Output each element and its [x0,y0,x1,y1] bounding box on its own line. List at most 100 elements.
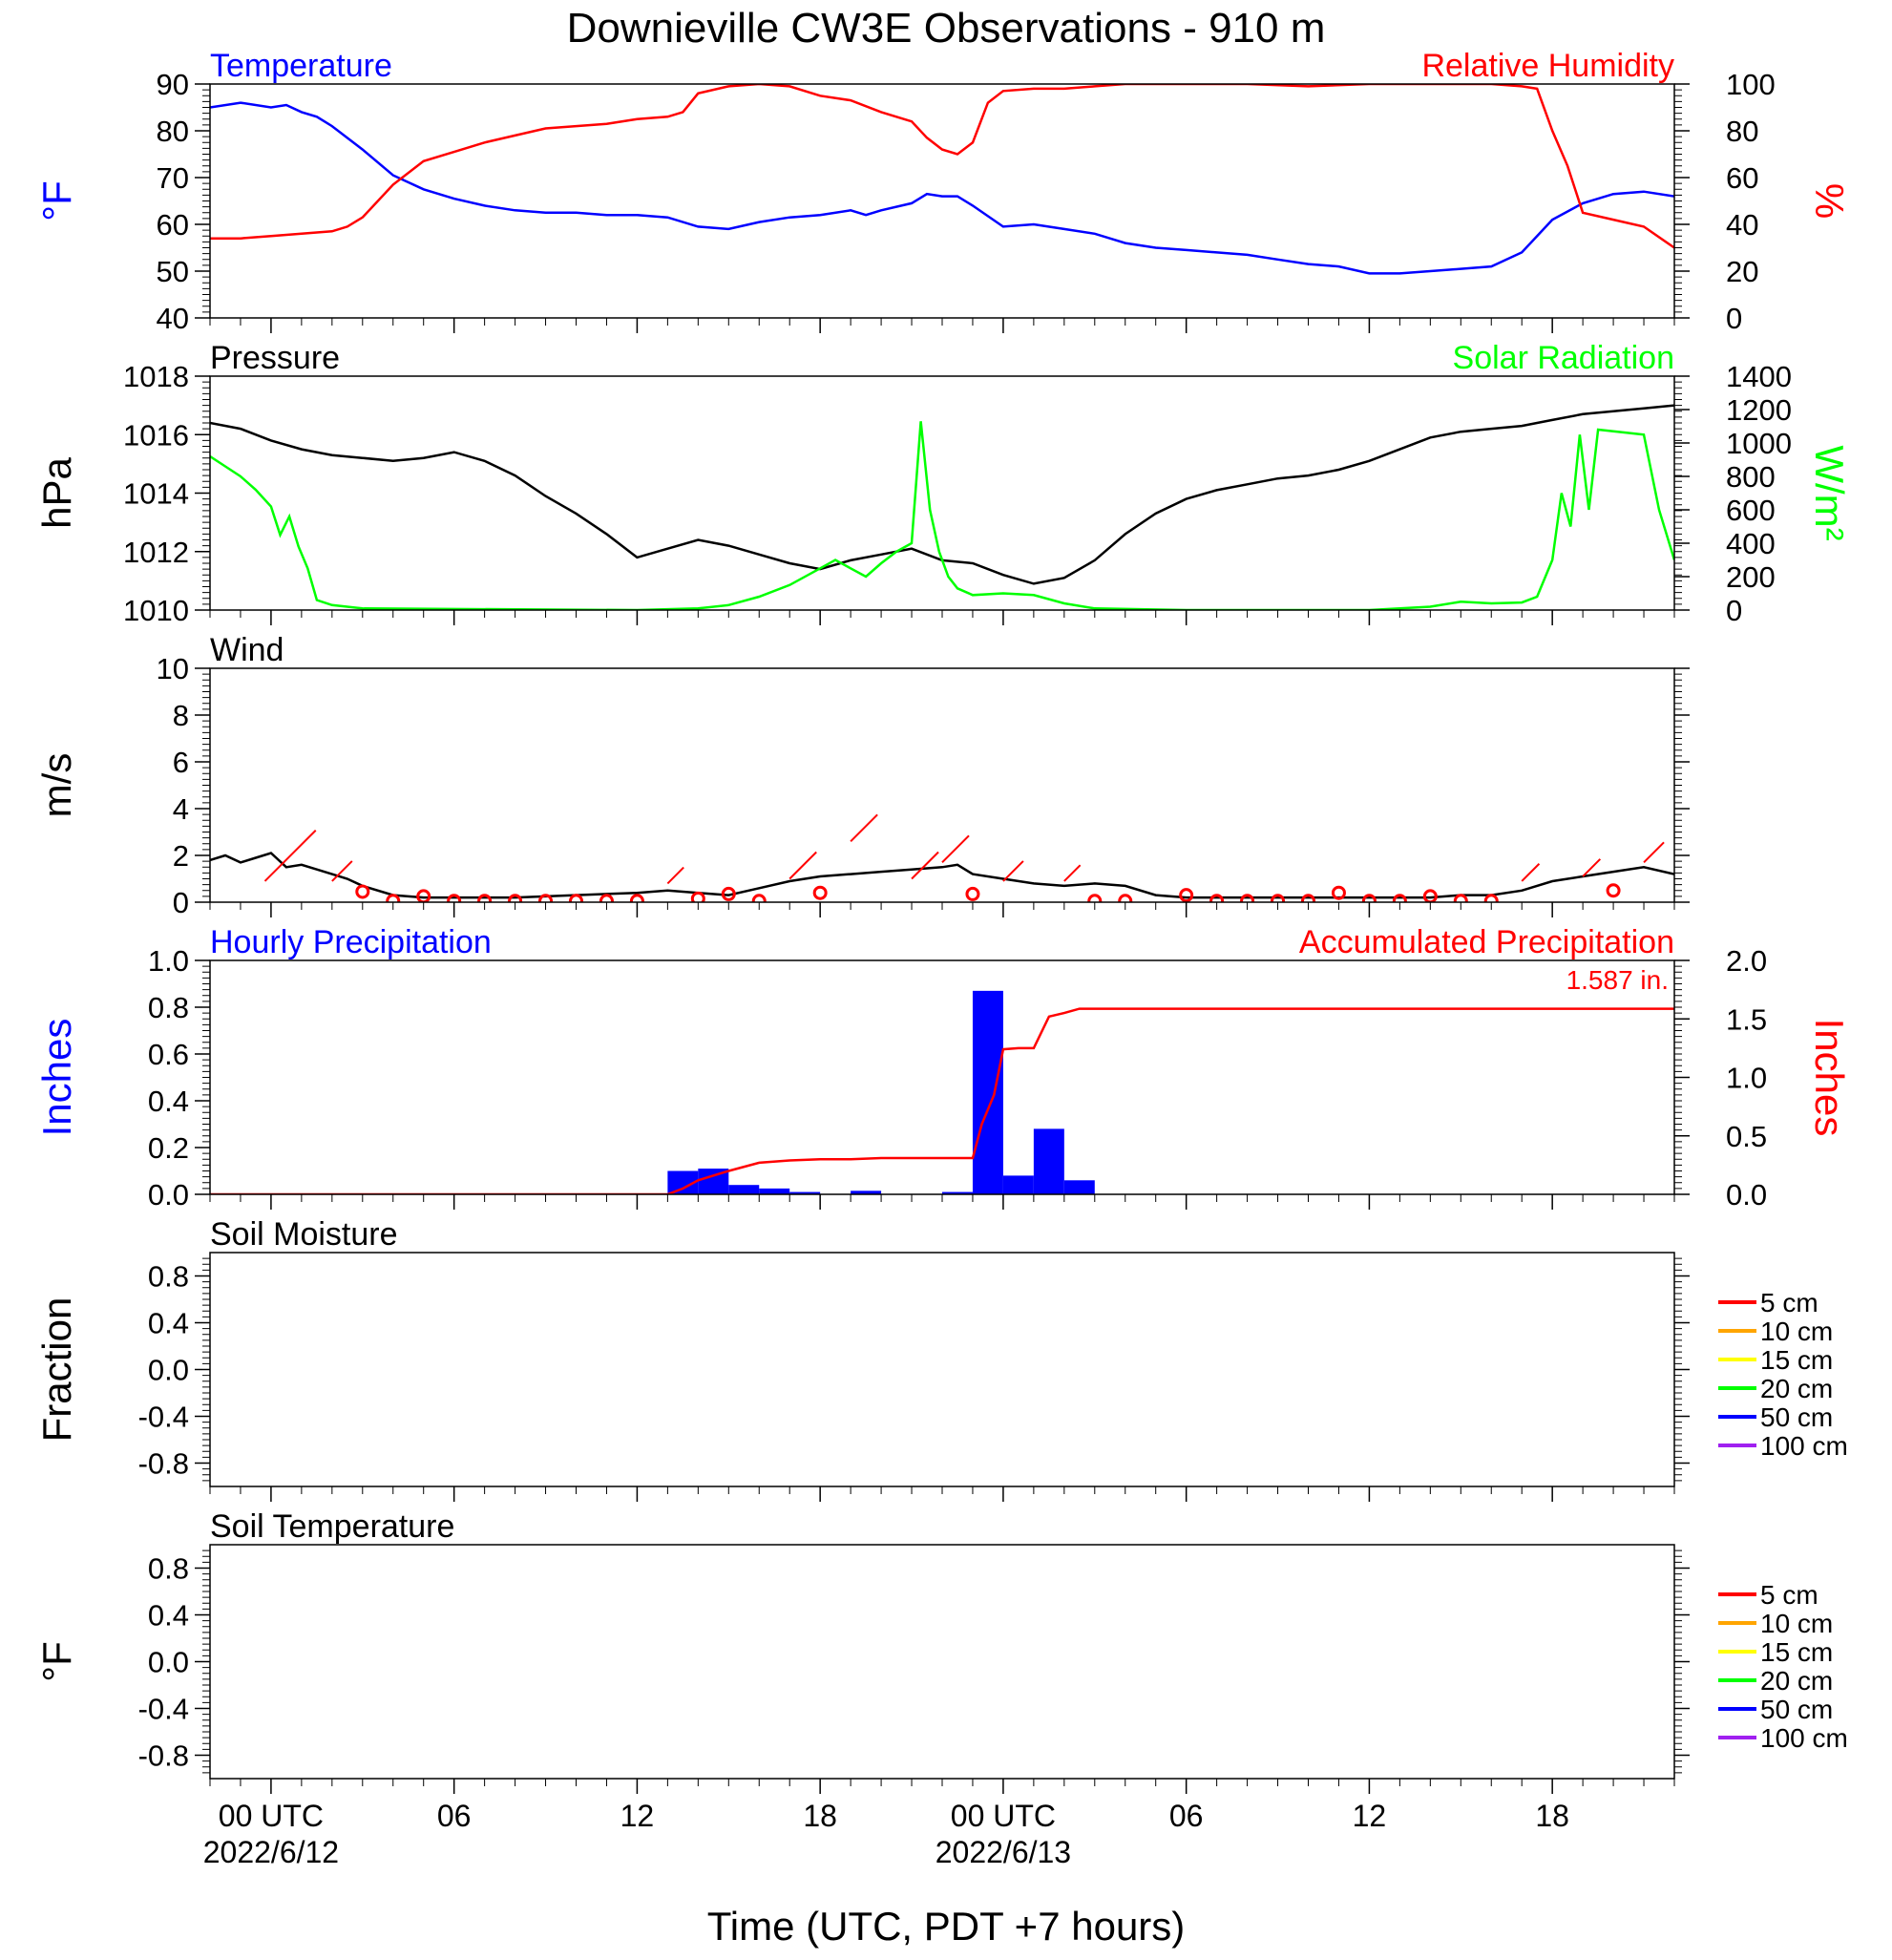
legend-label: 50 cm [1760,1695,1833,1724]
wind-calm-marker [751,894,767,902]
wind-calm-marker [965,886,980,901]
y-tick-label: 50 [157,255,189,288]
y-tick-label-right: 1.0 [1726,1062,1767,1095]
panel-2: 1010 1012 1014 1016 1018 02004006008001000120… [34,340,1852,627]
panel-frame [209,959,1675,1195]
y-axis-label-left: m/s [34,753,79,818]
wind-calm-marker [1453,894,1468,902]
y-tick-label: 0.8 [148,1260,189,1294]
panel-frame [209,667,1675,903]
panel-title-left: Soil Temperature [210,1508,454,1545]
wind-calm-marker [1209,894,1225,902]
legend-label: 5 cm [1760,1580,1818,1610]
legend-label: 10 cm [1760,1317,1833,1346]
y-axis-label-right: W/m² [1807,445,1852,540]
y-tick-label: 1018 [123,360,189,393]
y-tick-label: 0.8 [148,1552,189,1586]
y-tick-label: 0.4 [148,1085,189,1118]
y-axis-label-right: % [1807,183,1852,219]
y-tick-label: 0 [173,886,189,919]
time-tick-label: 00 UTC [219,1799,324,1833]
legend-label: 20 cm [1760,1374,1833,1403]
y-tick-label-right: 0.5 [1726,1120,1767,1153]
y-tick-label: 0.0 [148,1354,189,1387]
wind-calm-marker [1331,885,1346,900]
time-tick-label: 12 [1353,1799,1387,1833]
wind-barb [788,851,817,880]
y-tick-label: 0.6 [148,1038,189,1071]
wind-barb [1521,863,1541,882]
wind-barb [331,860,353,882]
precip-bar [851,1191,882,1194]
time-tick-label: 06 [437,1799,472,1833]
y-tick-label-right: 0.0 [1726,1178,1767,1212]
y-axis-label-left: Fraction [34,1297,79,1443]
panel-frame [209,375,1675,611]
legend-label: 100 cm [1760,1723,1848,1753]
time-date-label: 2022/6/12 [203,1835,339,1869]
y-tick-label: 0.8 [148,991,189,1024]
y-tick-label: 1010 [123,594,189,627]
plot-area [210,404,1674,610]
legend-label: 5 cm [1760,1288,1818,1317]
wind-calm-marker [1271,894,1286,902]
y-tick-label: 90 [157,68,189,101]
y-tick-label: -0.4 [138,1693,189,1726]
wind-calm-marker [599,894,614,902]
y-tick-label-right: 20 [1726,255,1758,288]
series-line-accumulated-precipitation [210,1007,1674,1194]
series-line-relative-humidity [210,84,1674,249]
wind-calm-marker [690,891,705,902]
wind-calm-marker [721,886,736,901]
y-tick-label-right: 2.0 [1726,944,1767,978]
panel-title-left: Wind [210,632,284,668]
wind-barb [911,851,939,880]
y-tick-label-right: 400 [1726,527,1776,560]
y-tick-label-right: 800 [1726,460,1776,494]
x-axis-label: Time (UTC, PDT +7 hours) [707,1904,1186,1949]
time-tick-label: 00 UTC [951,1799,1056,1833]
panel-title-left: Hourly Precipitation [210,924,492,960]
y-tick-label: 0.4 [148,1599,189,1633]
y-tick-label: 6 [173,746,189,779]
wind-calm-marker [1483,894,1499,902]
y-tick-label: -0.8 [138,1447,189,1481]
y-tick-label-right: 0 [1726,594,1742,627]
y-tick-label: 8 [173,699,189,732]
y-tick-label-right: 1400 [1726,360,1792,393]
precip-bar [789,1191,821,1194]
y-tick-label: 1016 [123,418,189,452]
y-tick-label-right: 1.5 [1726,1002,1767,1036]
wind-barb [1063,864,1082,882]
panel-4: 0.0 0.2 0.4 0.6 0.8 1.0 0.0 0.5 1.0 1.5 2.0 Hourly … [34,924,1852,1212]
plot-area [210,813,1674,902]
y-tick-label-right: 0 [1726,302,1742,335]
panel-title-right: Relative Humidity [1421,48,1674,84]
wind-calm-marker [1301,894,1315,902]
panel-title-left: Pressure [210,340,340,376]
y-tick-label-right: 1000 [1726,427,1792,460]
y-axis-label-left: hPa [34,456,79,528]
precip-bar [972,990,1003,1194]
time-tick-label: 18 [803,1799,837,1833]
precip-bar [728,1185,760,1194]
legend-label: 10 cm [1760,1609,1833,1638]
wind-calm-marker [1361,894,1377,902]
y-tick-label-right: 100 [1726,68,1776,101]
precip-bar [942,1191,973,1194]
plot-area [210,990,1674,1194]
legend-label: 15 cm [1760,1345,1833,1375]
wind-barb [1643,841,1665,864]
panel-title-right: Solar Radiation [1453,340,1674,376]
y-tick-label: -0.4 [138,1401,189,1434]
time-tick-label: 18 [1535,1799,1569,1833]
wind-calm-marker [477,894,493,902]
wind-calm-marker [1392,894,1407,902]
precip-bar [759,1188,790,1194]
panel-frame [209,1544,1675,1780]
precip-bar [1002,1175,1034,1194]
wind-calm-marker [629,894,644,902]
y-axis-label-left: Inches [34,1019,79,1137]
